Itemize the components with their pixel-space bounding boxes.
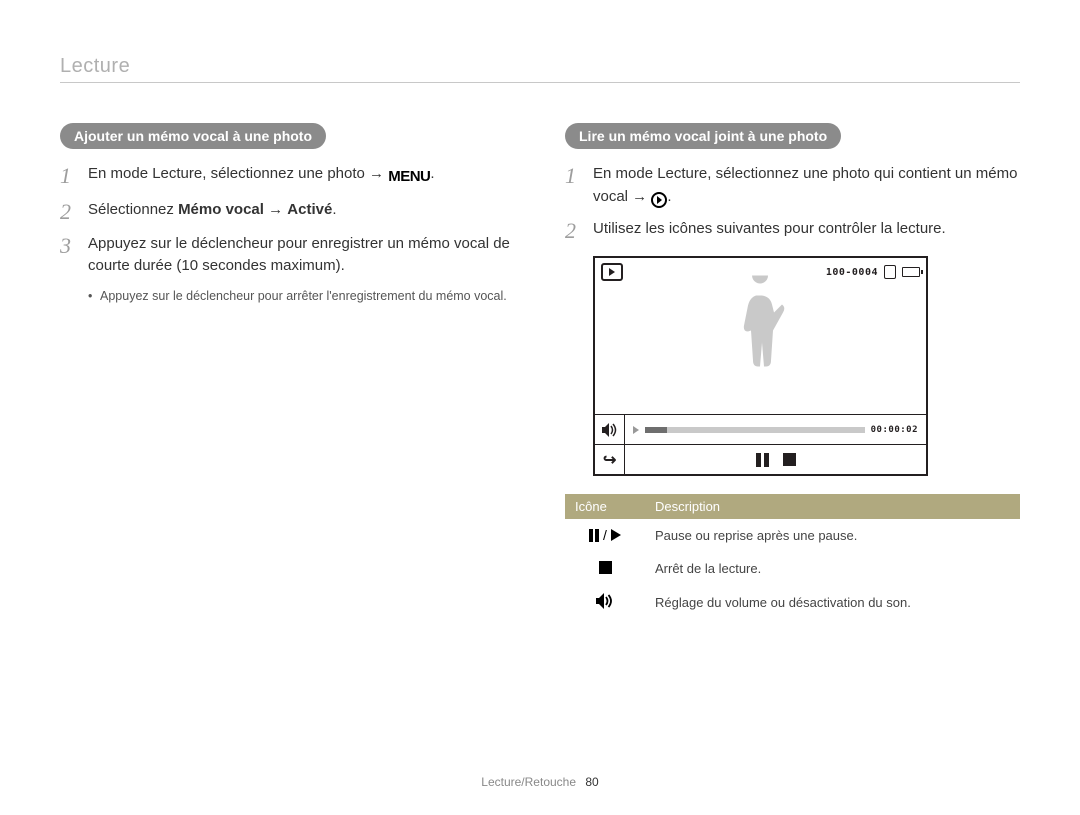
step-text-fragment: Sélectionnez bbox=[88, 201, 178, 218]
sd-card-icon bbox=[884, 265, 896, 279]
battery-icon bbox=[902, 267, 920, 277]
pause-button[interactable] bbox=[756, 453, 769, 467]
document-page: Lecture Ajouter un mémo vocal à une phot… bbox=[0, 0, 1080, 815]
play-in-circle-icon bbox=[651, 192, 667, 208]
step-text: Appuyez sur le déclencheur pour enregist… bbox=[88, 233, 515, 278]
left-heading-pill: Ajouter un mémo vocal à une photo bbox=[60, 123, 326, 149]
step-number: 2 bbox=[565, 218, 583, 242]
playback-mode-icon bbox=[601, 263, 623, 281]
table-header-row: Icône Description bbox=[565, 494, 1020, 519]
slash: / bbox=[603, 527, 607, 543]
table-row: Réglage du volume ou désactivation du so… bbox=[565, 585, 1020, 620]
step-number: 3 bbox=[60, 233, 78, 278]
table-row: / Pause ou reprise après une pause. bbox=[565, 519, 1020, 553]
back-button[interactable]: ↩ bbox=[595, 445, 625, 474]
step-number: 1 bbox=[565, 163, 583, 208]
footer-label: Lecture/Retouche bbox=[481, 775, 576, 789]
speaker-icon bbox=[602, 423, 618, 437]
stop-button[interactable] bbox=[783, 453, 796, 466]
step-text-fragment: . bbox=[332, 201, 336, 218]
icon-cell bbox=[565, 553, 645, 585]
timecode: 00:00:02 bbox=[871, 425, 918, 435]
page-footer: Lecture/Retouche 80 bbox=[0, 775, 1080, 789]
step-text: En mode Lecture, sélectionnez une photo … bbox=[88, 163, 435, 189]
progress-area: 00:00:02 bbox=[625, 425, 926, 435]
step-text-bold: Mémo vocal bbox=[178, 201, 264, 218]
speaker-icon bbox=[596, 593, 614, 612]
right-heading-pill: Lire un mémo vocal joint à une photo bbox=[565, 123, 841, 149]
right-column: Lire un mémo vocal joint à une photo 1 E… bbox=[565, 123, 1020, 620]
progress-bar[interactable] bbox=[645, 427, 865, 433]
icon-cell bbox=[565, 585, 645, 620]
icon-description-table: Icône Description / Pause ou r bbox=[565, 494, 1020, 620]
step-number: 2 bbox=[60, 199, 78, 223]
section-title: Lecture bbox=[60, 55, 1020, 78]
left-column: Ajouter un mémo vocal à une photo 1 En m… bbox=[60, 123, 515, 620]
step-text-fragment: En mode Lecture, sélectionnez une photo … bbox=[88, 165, 388, 182]
step-number: 1 bbox=[60, 163, 78, 189]
play-indicator-icon bbox=[633, 426, 639, 434]
desc-cell: Réglage du volume ou désactivation du so… bbox=[645, 585, 1020, 620]
playback-controls bbox=[625, 453, 926, 467]
step-item: 1 En mode Lecture, sélectionnez une phot… bbox=[565, 163, 1020, 208]
lcd-photo-area: 100-0004 bbox=[595, 258, 926, 414]
person-silhouette bbox=[726, 276, 796, 386]
stop-icon bbox=[599, 561, 612, 574]
step-item: 3 Appuyez sur le déclencheur pour enregi… bbox=[60, 233, 515, 278]
step-text: En mode Lecture, sélectionnez une photo … bbox=[593, 163, 1020, 208]
step-text-bold: Activé bbox=[287, 201, 332, 218]
lcd-progress-row: 00:00:02 bbox=[595, 415, 926, 444]
table-header-icon: Icône bbox=[565, 494, 645, 519]
divider bbox=[60, 82, 1020, 83]
menu-icon: MENU bbox=[388, 166, 430, 189]
step-text: Utilisez les icônes suivantes pour contr… bbox=[593, 218, 946, 242]
lcd-status-right: 100-0004 bbox=[826, 265, 920, 279]
play-icon bbox=[611, 529, 621, 541]
desc-cell: Pause ou reprise après une pause. bbox=[645, 519, 1020, 553]
bullet-note: Appuyez sur le déclencheur pour arrêter … bbox=[88, 288, 515, 306]
icon-cell: / bbox=[565, 519, 645, 553]
step-item: 2 Sélectionnez Mémo vocal → Activé. bbox=[60, 199, 515, 223]
lcd-buttons-row: ↩ bbox=[595, 444, 926, 474]
table-header-desc: Description bbox=[645, 494, 1020, 519]
desc-cell: Arrêt de la lecture. bbox=[645, 553, 1020, 585]
table-row: Arrêt de la lecture. bbox=[565, 553, 1020, 585]
lcd-control-panel: 00:00:02 ↩ bbox=[595, 414, 926, 474]
step-item: 1 En mode Lecture, sélectionnez une phot… bbox=[60, 163, 515, 189]
pause-play-icon: / bbox=[589, 527, 621, 543]
step-text: Sélectionnez Mémo vocal → Activé. bbox=[88, 199, 336, 223]
page-number: 80 bbox=[585, 775, 598, 789]
volume-button[interactable] bbox=[595, 415, 625, 444]
camera-lcd-screenshot: 100-0004 bbox=[593, 256, 928, 476]
two-column-layout: Ajouter un mémo vocal à une photo 1 En m… bbox=[60, 123, 1020, 620]
back-arrow-icon: ↩ bbox=[603, 450, 616, 470]
step-item: 2 Utilisez les icônes suivantes pour con… bbox=[565, 218, 1020, 242]
file-counter: 100-0004 bbox=[826, 267, 878, 278]
pause-icon bbox=[589, 529, 599, 542]
step-text-fragment: → bbox=[264, 201, 287, 218]
